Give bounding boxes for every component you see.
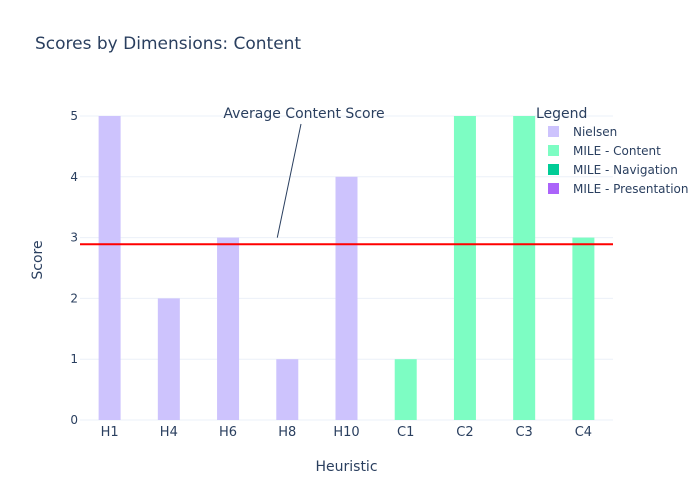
bar[interactable] bbox=[276, 359, 299, 420]
legend-swatch bbox=[548, 183, 559, 194]
bar[interactable] bbox=[335, 176, 358, 420]
bar[interactable] bbox=[98, 116, 121, 420]
y-tick-label: 1 bbox=[70, 352, 78, 366]
legend-swatch bbox=[548, 145, 559, 156]
bar[interactable] bbox=[572, 237, 595, 420]
x-tick-label: C1 bbox=[397, 425, 414, 440]
x-tick-label: C3 bbox=[515, 425, 532, 440]
legend-title: Legend bbox=[536, 106, 587, 122]
x-tick-label: H10 bbox=[333, 425, 359, 440]
y-tick-label: 4 bbox=[70, 170, 78, 184]
y-tick-label: 5 bbox=[70, 109, 78, 123]
legend[interactable]: Legend Nielsen MILE - Content MILE - Navig… bbox=[536, 106, 688, 196]
annotation: Average Content Score bbox=[223, 106, 385, 238]
x-axis-title: Heuristic bbox=[315, 459, 377, 475]
y-ticks: 0 1 2 3 4 5 bbox=[70, 109, 78, 427]
bar[interactable] bbox=[157, 298, 180, 420]
chart-title: Scores by Dimensions: Content bbox=[35, 34, 302, 54]
legend-item-label[interactable]: MILE - Content bbox=[573, 144, 661, 158]
x-tick-label: H1 bbox=[101, 425, 119, 440]
x-tick-label: H8 bbox=[278, 425, 296, 440]
bars bbox=[98, 116, 595, 420]
x-tick-label: H4 bbox=[160, 425, 178, 440]
legend-swatch bbox=[548, 126, 559, 137]
bar[interactable] bbox=[513, 116, 536, 420]
x-tick-label: C2 bbox=[456, 425, 473, 440]
y-tick-label: 0 bbox=[70, 413, 78, 427]
legend-item-label[interactable]: Nielsen bbox=[573, 125, 617, 139]
annotation-pointer bbox=[276, 123, 302, 238]
bar[interactable] bbox=[394, 359, 417, 420]
x-tick-label: H6 bbox=[219, 425, 237, 440]
bar[interactable] bbox=[217, 237, 240, 420]
legend-item-label[interactable]: MILE - Presentation bbox=[573, 182, 688, 196]
y-tick-label: 3 bbox=[70, 231, 78, 245]
y-tick-label: 2 bbox=[70, 291, 78, 305]
y-axis-title: Score bbox=[30, 240, 46, 279]
annotation-text: Average Content Score bbox=[223, 106, 384, 122]
legend-swatch bbox=[548, 164, 559, 175]
bar[interactable] bbox=[453, 116, 476, 420]
x-tick-label: C4 bbox=[575, 425, 592, 440]
legend-item-label[interactable]: MILE - Navigation bbox=[573, 163, 678, 177]
x-ticks: H1 H4 H6 H8 H10 C1 C2 C3 C4 bbox=[101, 425, 592, 440]
